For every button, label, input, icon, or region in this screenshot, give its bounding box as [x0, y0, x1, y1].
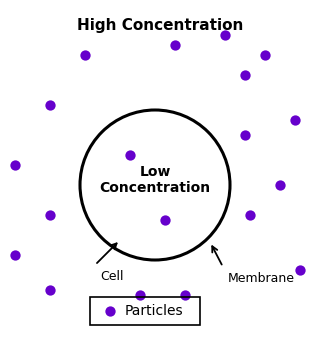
Point — [247, 212, 252, 218]
Point — [182, 292, 188, 298]
Point — [47, 287, 52, 293]
Point — [138, 292, 143, 298]
Point — [12, 252, 18, 258]
Point — [292, 117, 298, 123]
Point — [83, 52, 88, 58]
Text: Low
Concentration: Low Concentration — [100, 165, 211, 195]
Point — [47, 212, 52, 218]
Point — [262, 52, 268, 58]
Text: Particles: Particles — [125, 304, 184, 318]
Text: Membrane: Membrane — [228, 272, 295, 285]
Text: Cell: Cell — [100, 270, 124, 283]
Point — [47, 102, 52, 108]
Point — [172, 42, 178, 48]
Point — [12, 162, 18, 168]
Point — [277, 182, 283, 188]
Point — [243, 72, 248, 78]
Point — [127, 152, 132, 158]
Text: High Concentration: High Concentration — [77, 18, 243, 33]
Point — [108, 308, 113, 314]
Point — [163, 217, 168, 223]
Point — [222, 32, 228, 38]
Point — [243, 132, 248, 138]
Bar — [90, 297, 200, 325]
Point — [298, 267, 303, 273]
